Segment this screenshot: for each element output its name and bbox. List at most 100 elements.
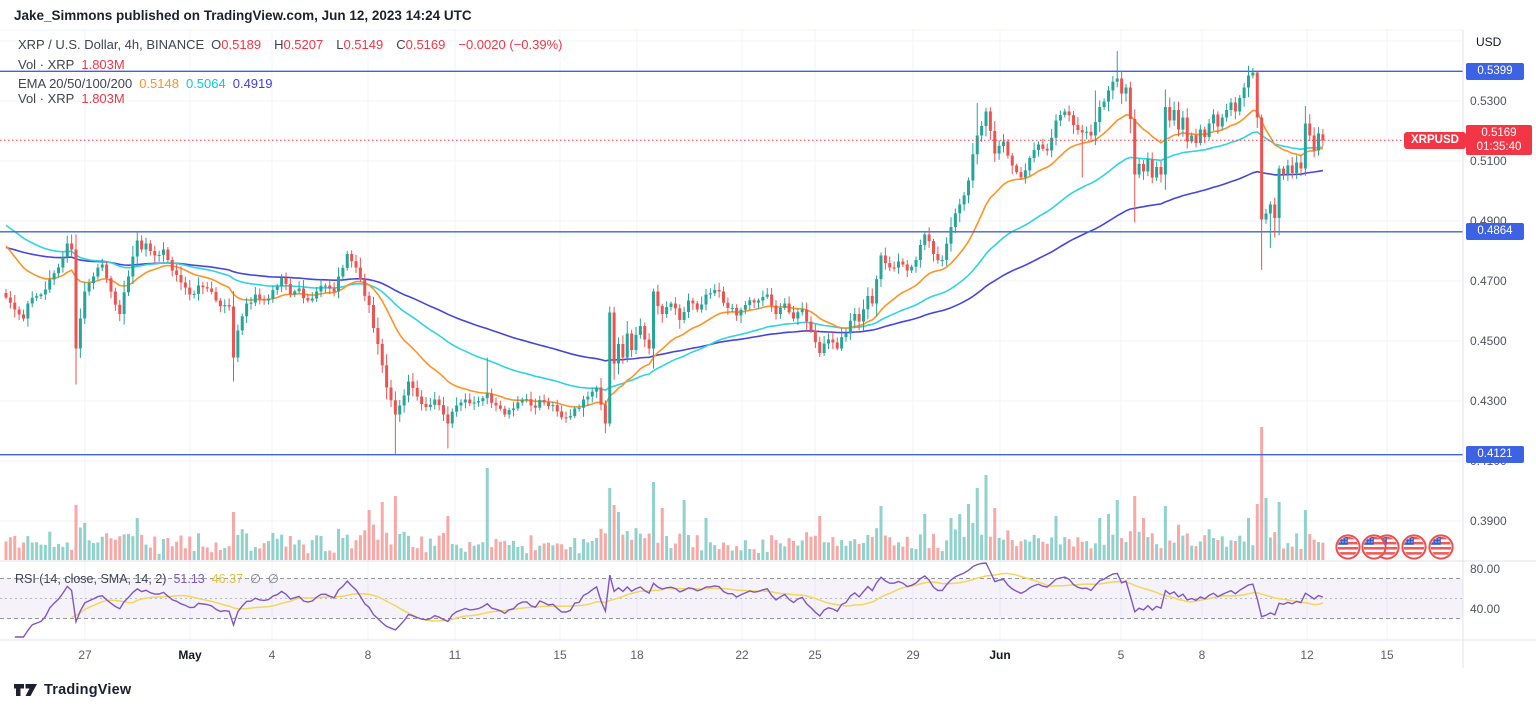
candle[interactable]: [1264, 209, 1268, 224]
candle[interactable]: [796, 307, 800, 326]
candle[interactable]: [1194, 128, 1198, 148]
candle[interactable]: [577, 404, 581, 412]
candle[interactable]: [494, 397, 498, 412]
candle[interactable]: [739, 307, 743, 323]
candle[interactable]: [310, 292, 314, 303]
candle[interactable]: [533, 398, 537, 415]
candle[interactable]: [258, 288, 262, 305]
candle[interactable]: [428, 398, 432, 411]
candle[interactable]: [848, 313, 852, 341]
candle[interactable]: [853, 308, 857, 329]
candle[interactable]: [621, 335, 625, 364]
candle[interactable]: [691, 297, 695, 311]
candle[interactable]: [135, 230, 139, 267]
candle[interactable]: [1251, 68, 1255, 79]
candle[interactable]: [402, 389, 406, 413]
candle[interactable]: [743, 300, 747, 315]
candle[interactable]: [682, 306, 686, 324]
candle[interactable]: [669, 301, 673, 311]
us-flag-icon[interactable]: [1401, 534, 1427, 560]
candle[interactable]: [923, 230, 927, 251]
candle[interactable]: [157, 250, 161, 262]
candle[interactable]: [153, 245, 157, 264]
candle[interactable]: [603, 400, 607, 434]
candle[interactable]: [1238, 95, 1242, 116]
candle[interactable]: [936, 246, 940, 264]
candle[interactable]: [74, 234, 78, 385]
candle[interactable]: [940, 255, 944, 267]
candle[interactable]: [96, 264, 100, 280]
candle[interactable]: [542, 394, 546, 406]
candle[interactable]: [389, 379, 393, 407]
candle[interactable]: [450, 408, 454, 428]
candle[interactable]: [393, 391, 397, 454]
candle[interactable]: [197, 277, 200, 301]
candle[interactable]: [236, 324, 240, 362]
candle[interactable]: [437, 395, 441, 411]
candle[interactable]: [778, 303, 782, 319]
candle[interactable]: [783, 298, 787, 310]
candle[interactable]: [380, 338, 384, 373]
candle[interactable]: [918, 239, 922, 268]
candle[interactable]: [1111, 76, 1115, 100]
candle[interactable]: [1063, 108, 1067, 118]
candle[interactable]: [210, 281, 214, 295]
candle[interactable]: [1282, 166, 1285, 180]
candle[interactable]: [984, 107, 988, 137]
candle[interactable]: [722, 286, 725, 307]
candle[interactable]: [1312, 127, 1316, 158]
candle[interactable]: [555, 399, 559, 417]
candle[interactable]: [1137, 159, 1141, 179]
candle[interactable]: [1041, 138, 1045, 151]
candle[interactable]: [590, 387, 594, 403]
candle[interactable]: [1163, 89, 1167, 190]
candle[interactable]: [92, 272, 95, 290]
candle[interactable]: [131, 245, 135, 285]
candle[interactable]: [822, 336, 826, 356]
candle[interactable]: [376, 317, 380, 355]
candle[interactable]: [30, 291, 34, 308]
candle[interactable]: [372, 296, 375, 333]
candle[interactable]: [459, 399, 463, 411]
candle[interactable]: [695, 300, 699, 313]
candle[interactable]: [914, 256, 918, 273]
candle[interactable]: [997, 140, 1001, 160]
volume-legend-row-1[interactable]: Vol · XRP 1.803M: [18, 57, 125, 72]
candle[interactable]: [857, 307, 861, 331]
candle[interactable]: [512, 402, 515, 417]
candle[interactable]: [354, 254, 358, 274]
candle[interactable]: [328, 279, 332, 295]
candle[interactable]: [840, 328, 844, 352]
candle[interactable]: [665, 301, 669, 318]
candle[interactable]: [643, 322, 647, 348]
candle[interactable]: [183, 276, 187, 295]
candle[interactable]: [901, 258, 905, 268]
candle[interactable]: [302, 280, 305, 304]
candle[interactable]: [170, 256, 174, 277]
candle[interactable]: [367, 291, 371, 314]
candle[interactable]: [962, 192, 966, 211]
candle[interactable]: [78, 308, 82, 358]
candle[interactable]: [1155, 161, 1159, 181]
candle[interactable]: [1015, 163, 1019, 175]
candle[interactable]: [1019, 167, 1023, 180]
candle[interactable]: [617, 337, 620, 375]
candle[interactable]: [792, 305, 795, 322]
candle[interactable]: [883, 247, 887, 270]
candle[interactable]: [953, 208, 957, 234]
candle[interactable]: [1080, 124, 1084, 178]
candle[interactable]: [415, 380, 419, 401]
candle[interactable]: [262, 295, 266, 305]
candle[interactable]: [253, 287, 257, 306]
candle[interactable]: [730, 303, 734, 313]
candle[interactable]: [175, 264, 179, 282]
candle[interactable]: [1242, 82, 1246, 107]
candle[interactable]: [83, 282, 87, 325]
candle[interactable]: [1185, 108, 1189, 149]
candle[interactable]: [162, 242, 165, 262]
candle[interactable]: [687, 293, 690, 319]
candle[interactable]: [1255, 71, 1259, 128]
candle[interactable]: [910, 264, 914, 274]
candle[interactable]: [288, 278, 292, 298]
